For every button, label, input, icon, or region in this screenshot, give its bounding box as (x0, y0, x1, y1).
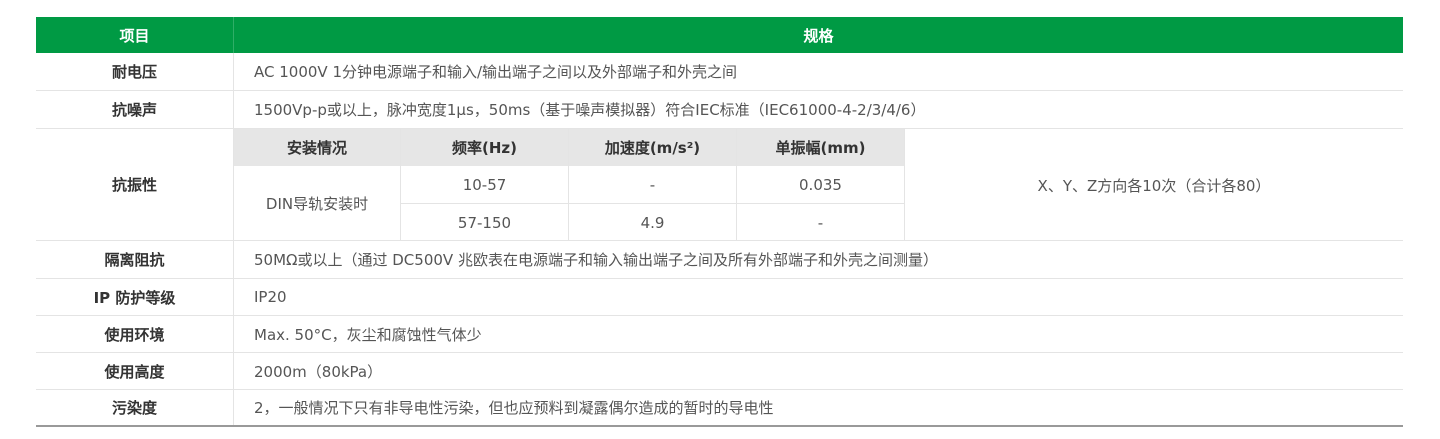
header-item: 项目 (36, 17, 234, 53)
amp-cell: - (737, 204, 905, 241)
subheader-acceleration: 加速度(m/s²) (569, 129, 737, 166)
header-spec: 规格 (803, 26, 834, 45)
subheader-frequency: 频率(Hz) (401, 129, 569, 166)
row-value: 50MΩ或以上（通过 DC500V 兆欧表在电源端子和输入输出端子之间及所有外部… (254, 251, 938, 269)
row-label: IP 防护等级 (36, 279, 234, 315)
row-label: 污染度 (36, 390, 234, 425)
row-value: 1500Vp-p或以上，脉冲宽度1μs，50ms（基于噪声模拟器）符合IEC标准… (254, 101, 926, 119)
accel-cell: - (569, 166, 737, 204)
row-value: 2，一般情况下只有非导电性污染，但也应预料到凝露偶尔造成的暂时的导电性 (254, 399, 774, 417)
accel-cell: 4.9 (569, 204, 737, 241)
table-row: 使用环境 Max. 50°C，灰尘和腐蚀性气体少 (36, 316, 1403, 353)
table-header: 项目 规格 (36, 17, 1403, 53)
row-label: 使用环境 (36, 316, 234, 352)
row-value: 2000m（80kPa） (254, 362, 383, 381)
row-value: AC 1000V 1分钟电源端子和输入/输出端子之间以及外部端子和外壳之间 (254, 63, 738, 81)
row-label: 耐电压 (36, 53, 234, 90)
vibration-subtable: 安装情况 频率(Hz) 加速度(m/s²) 单振幅(mm) DIN导轨安装时 1… (234, 129, 1403, 241)
vibration-row: 抗振性 安装情况 频率(Hz) 加速度(m/s²) 单振幅(mm) DIN导轨安… (36, 129, 1403, 241)
mount-cell: DIN导轨安装时 (234, 166, 401, 241)
row-label: 使用高度 (36, 353, 234, 389)
row-label: 抗振性 (36, 129, 234, 240)
table-row: 耐电压 AC 1000V 1分钟电源端子和输入/输出端子之间以及外部端子和外壳之… (36, 53, 1403, 91)
table-row: IP 防护等级 IP20 (36, 279, 1403, 316)
table-row: 隔离阻抗 50MΩ或以上（通过 DC500V 兆欧表在电源端子和输入输出端子之间… (36, 241, 1403, 279)
freq-cell: 57-150 (401, 204, 569, 241)
table-row: 使用高度 2000m（80kPa） (36, 353, 1403, 390)
row-label: 隔离阻抗 (36, 241, 234, 278)
row-value: Max. 50°C，灰尘和腐蚀性气体少 (254, 325, 482, 344)
vibration-note: X、Y、Z方向各10次（合计各80） (1037, 176, 1271, 195)
row-value: IP20 (254, 288, 287, 306)
spec-table: 项目 规格 耐电压 AC 1000V 1分钟电源端子和输入/输出端子之间以及外部… (36, 17, 1403, 427)
table-row: 抗噪声 1500Vp-p或以上，脉冲宽度1μs，50ms（基于噪声模拟器）符合I… (36, 91, 1403, 129)
table-row: 污染度 2，一般情况下只有非导电性污染，但也应预料到凝露偶尔造成的暂时的导电性 (36, 390, 1403, 427)
amp-cell: 0.035 (737, 166, 905, 204)
subheader-amplitude: 单振幅(mm) (737, 129, 905, 166)
subheader-mount: 安装情况 (234, 129, 401, 166)
freq-cell: 10-57 (401, 166, 569, 204)
row-label: 抗噪声 (36, 91, 234, 128)
